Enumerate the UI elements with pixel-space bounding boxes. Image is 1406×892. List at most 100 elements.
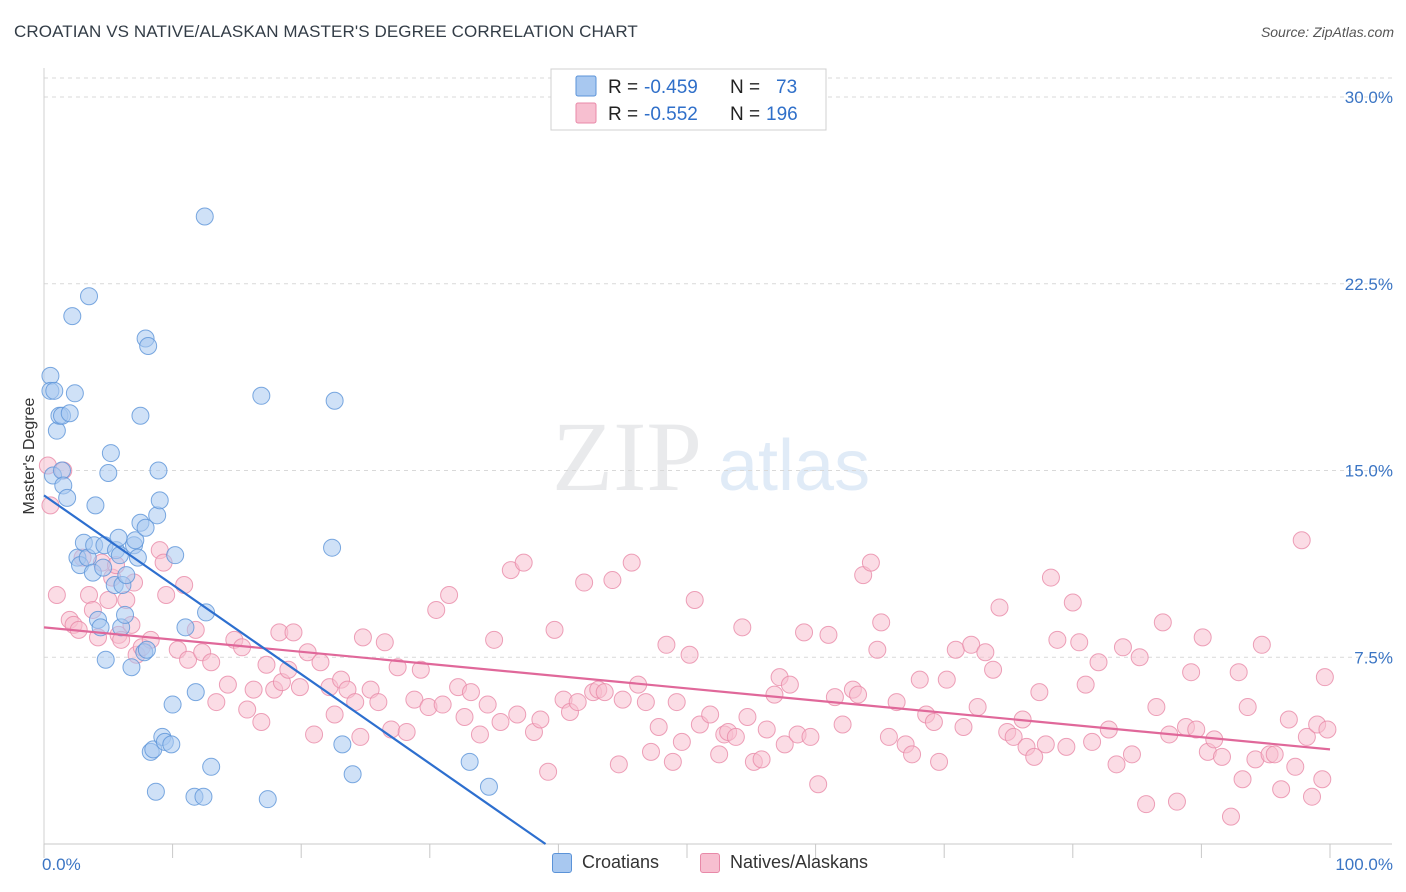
natives-point <box>1137 795 1156 814</box>
natives-point <box>726 727 745 746</box>
natives-point <box>1063 593 1082 612</box>
legend-n-value-1: 73 <box>776 77 797 98</box>
y-tick-label: 7.5% <box>1354 648 1393 667</box>
natives-point <box>157 586 176 604</box>
croatians-point <box>45 381 64 400</box>
legend-r-label-1: R = <box>608 77 638 98</box>
legend-n-label-2: N = <box>730 104 760 125</box>
croatians-point <box>195 207 214 226</box>
natives-point <box>305 725 324 744</box>
croatians-point <box>116 605 135 624</box>
natives-point <box>657 635 676 654</box>
croatians-point <box>94 558 113 577</box>
natives-point <box>649 717 668 736</box>
natives-point <box>1147 698 1166 717</box>
natives-point <box>1318 720 1337 739</box>
legend: R = -0.459 N = 73 R = -0.552 N = 196 <box>550 68 827 131</box>
croatians-point <box>163 695 182 714</box>
croatians-point <box>258 790 277 809</box>
croatians-point <box>186 683 205 702</box>
natives-point <box>595 683 614 702</box>
natives-point <box>1076 675 1095 694</box>
natives-point <box>279 660 298 679</box>
natives-point <box>1122 745 1141 764</box>
natives-point <box>809 775 828 794</box>
natives-point <box>485 630 504 649</box>
natives-point <box>954 717 973 736</box>
natives-point <box>795 623 814 642</box>
croatians-points <box>41 207 498 809</box>
y-tick-label: 30.0% <box>1345 88 1393 107</box>
croatians-point <box>96 650 115 669</box>
natives-point <box>375 633 394 652</box>
natives-point <box>733 618 752 637</box>
croatians-point <box>202 757 221 776</box>
croatians-point <box>63 307 82 326</box>
legend-swatch-natives <box>575 102 597 124</box>
natives-point <box>752 750 771 769</box>
natives-point <box>636 693 655 712</box>
x-tick-label-min: 0.0% <box>42 855 81 874</box>
croatians-point <box>101 444 120 463</box>
natives-point <box>1297 727 1316 746</box>
natives-point <box>757 720 776 739</box>
natives-point <box>962 635 981 654</box>
natives-point <box>968 698 987 717</box>
natives-point <box>478 695 497 714</box>
natives-point <box>531 710 550 729</box>
natives-point <box>545 620 564 639</box>
natives-point <box>47 586 66 604</box>
natives-point <box>1113 638 1132 657</box>
natives-point <box>1238 698 1257 717</box>
natives-point <box>575 573 594 592</box>
natives-point <box>99 590 118 609</box>
natives-point <box>257 655 276 674</box>
natives-point <box>930 752 949 771</box>
legend-r-value-1: -0.459 <box>644 77 698 98</box>
chart-title: CROATIAN VS NATIVE/ALASKAN MASTER'S DEGR… <box>14 22 638 41</box>
croatians-point <box>65 384 84 403</box>
croatians-point <box>325 391 344 410</box>
natives-point <box>1041 568 1060 587</box>
natives-point <box>1070 633 1089 652</box>
legend-box <box>550 68 827 131</box>
natives-point <box>701 705 720 724</box>
natives-point <box>861 553 880 572</box>
croatians-label: Croatians <box>582 852 660 872</box>
natives-point <box>1048 630 1067 649</box>
natives-point <box>1193 628 1212 647</box>
natives-point <box>1089 653 1108 672</box>
natives-point <box>514 553 533 572</box>
natives-point <box>833 715 852 734</box>
natives-point <box>1030 683 1049 702</box>
natives-point <box>508 705 527 724</box>
natives-point <box>470 725 489 744</box>
watermark-atlas: atlas <box>718 426 870 506</box>
natives-point <box>990 598 1009 617</box>
croatians-point <box>139 337 158 355</box>
natives-point <box>622 553 641 572</box>
natives-point <box>667 693 686 712</box>
natives-point <box>1167 792 1186 811</box>
croatians-point <box>150 491 169 510</box>
natives-point <box>461 683 480 702</box>
x-tick-label-max: 100.0% <box>1335 855 1393 874</box>
croatians-point <box>122 658 141 677</box>
natives-point <box>710 745 729 764</box>
gridlines <box>43 68 1392 844</box>
natives-swatch <box>700 852 720 873</box>
croatians-point <box>128 548 147 567</box>
croatians-point <box>99 463 118 482</box>
natives-point <box>910 670 929 689</box>
natives-point <box>1153 613 1172 632</box>
natives-point <box>1057 737 1076 756</box>
natives-point <box>353 628 372 647</box>
natives-point <box>1233 770 1252 789</box>
natives-point <box>1265 745 1284 764</box>
natives-point <box>872 613 891 632</box>
natives-point <box>1286 757 1305 776</box>
natives-point <box>179 650 198 669</box>
x-axis-ticks <box>43 844 1331 858</box>
croatians-point <box>86 496 105 515</box>
croatians-point <box>136 518 155 537</box>
